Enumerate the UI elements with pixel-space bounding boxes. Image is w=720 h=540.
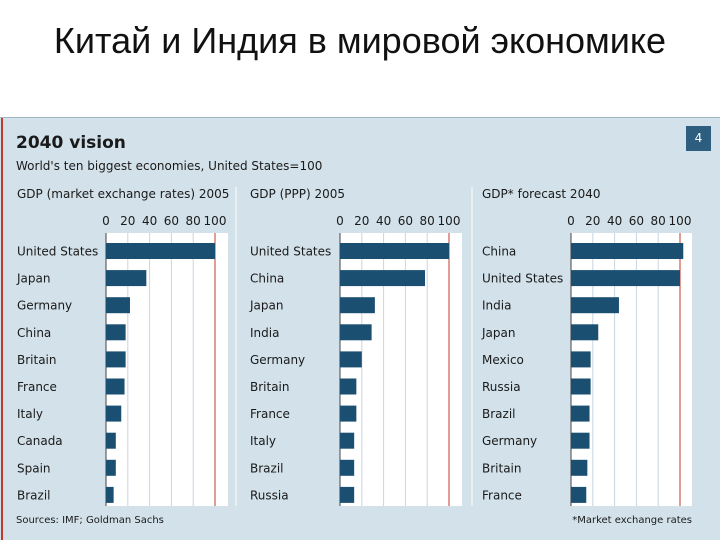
chart-1-category-label-5: France [17, 380, 57, 394]
chart-3-title: GDP* forecast 2040 [482, 187, 600, 201]
chart-3-bar-9 [571, 486, 587, 503]
chart-2-tick-label-2: 40 [376, 214, 391, 228]
chart-3-bar-6 [571, 405, 590, 422]
chart-2-tick-label-4: 80 [420, 214, 435, 228]
chart-panel: 2040 vision World's ten biggest economie… [0, 117, 720, 540]
chart-3-bar-2 [571, 297, 619, 314]
chart-1-bar-7 [106, 432, 116, 449]
chart-1-category-label-4: Britain [17, 353, 57, 367]
chart-2-tick-label-0: 0 [336, 214, 344, 228]
slide-title-text: Китай и Индия в мировой экономике [53, 20, 667, 61]
chart-1-tick-label-5: 100 [204, 214, 227, 228]
chart-2-tick-label-5: 100 [438, 214, 461, 228]
slide-title: Китай и Индия в мировой экономике [0, 18, 720, 64]
chart-1-category-label-2: Germany [17, 299, 72, 313]
chart-1-category-label-9: Brazil [17, 488, 51, 502]
chart-3-category-label-9: France [482, 488, 522, 502]
chart-2-tick-label-3: 60 [398, 214, 413, 228]
chart-2-bar-5 [340, 378, 357, 395]
chart-3-bar-4 [571, 351, 591, 368]
chart-2-bar-9 [340, 486, 355, 503]
chart-3-tick-label-2: 40 [607, 214, 622, 228]
chart-3-tick-label-0: 0 [567, 214, 575, 228]
chart-1-tick-label-2: 40 [142, 214, 157, 228]
chart-3-tick-label-5: 100 [669, 214, 692, 228]
chart-2-category-label-6: France [250, 407, 290, 421]
chart-2-bar-2 [340, 297, 375, 314]
chart-2-category-label-0: United States [250, 245, 331, 259]
chart-1-tick-label-3: 60 [164, 214, 179, 228]
chart-3-bar-7 [571, 432, 590, 449]
chart-1-category-label-8: Spain [17, 461, 51, 475]
chart-1-category-label-0: United States [17, 245, 98, 259]
chart-subtitle: World's ten biggest economies, United St… [16, 159, 323, 173]
chart-2-bar-0 [340, 243, 449, 259]
chart-3-tick-label-3: 60 [629, 214, 644, 228]
chart-2-bar-8 [340, 459, 355, 476]
chart-1-category-label-3: China [17, 326, 51, 340]
chart-2-bar-6 [340, 405, 357, 422]
chart-3-bar-1 [571, 270, 680, 287]
footnote: *Market exchange rates [572, 515, 692, 526]
chart-3-category-label-5: Russia [482, 380, 521, 394]
chart-2-category-label-4: Germany [250, 353, 305, 367]
chart-2-bar-1 [340, 270, 426, 287]
chart-2-category-label-1: China [250, 272, 284, 286]
chart-1-bar-4 [106, 351, 126, 368]
chart-2-bar-3 [340, 324, 372, 341]
chart-3-category-label-1: United States [482, 272, 563, 286]
chart-3-category-label-6: Brazil [482, 407, 516, 421]
chart-1-bar-1 [106, 270, 147, 287]
chart-1-bar-8 [106, 459, 116, 476]
chart-1-bar-6 [106, 405, 122, 422]
chart-1-tick-label-4: 80 [186, 214, 201, 228]
chart-1-tick-label-0: 0 [102, 214, 110, 228]
chart-1-category-label-7: Canada [17, 434, 63, 448]
chart-1-bar-5 [106, 378, 125, 395]
chart-2-category-label-5: Britain [250, 380, 290, 394]
chart-3-bar-5 [571, 378, 591, 395]
chart-1-bar-2 [106, 297, 130, 314]
page-number-badge: 4 [686, 126, 711, 151]
chart-1-tick-label-1: 20 [120, 214, 135, 228]
chart-1-bar-0 [106, 243, 215, 259]
chart-2-category-label-8: Brazil [250, 461, 284, 475]
chart-3-category-label-0: China [482, 245, 516, 259]
sources-note: Sources: IMF; Goldman Sachs [16, 515, 164, 526]
chart-1-bar-9 [106, 486, 114, 503]
chart-3-category-label-2: India [482, 299, 511, 313]
chart-3-tick-label-4: 80 [651, 214, 666, 228]
chart-3-bar-8 [571, 459, 588, 476]
chart-2-category-label-3: India [250, 326, 279, 340]
chart-2-category-label-7: Italy [250, 434, 276, 448]
chart-2-tick-label-1: 20 [354, 214, 369, 228]
chart-main-title: 2040 vision [16, 133, 126, 153]
chart-3-bar-0 [571, 243, 684, 259]
chart-1-category-label-6: Italy [17, 407, 43, 421]
chart-3-tick-label-1: 20 [585, 214, 600, 228]
chart-3-category-label-8: Britain [482, 461, 522, 475]
chart-2-category-label-9: Russia [250, 488, 289, 502]
chart-1-title: GDP (market exchange rates) 2005 [17, 187, 229, 201]
chart-2-bar-4 [340, 351, 362, 368]
chart-3-category-label-3: Japan [481, 326, 515, 340]
chart-2-bar-7 [340, 432, 355, 449]
chart-1-bar-3 [106, 324, 126, 341]
chart-2-title: GDP (PPP) 2005 [250, 187, 345, 201]
chart-1-category-label-1: Japan [16, 272, 50, 286]
chart-3-bar-3 [571, 324, 599, 341]
chart-3-category-label-7: Germany [482, 434, 537, 448]
chart-3-category-label-4: Mexico [482, 353, 524, 367]
chart-2-category-label-2: Japan [249, 299, 283, 313]
